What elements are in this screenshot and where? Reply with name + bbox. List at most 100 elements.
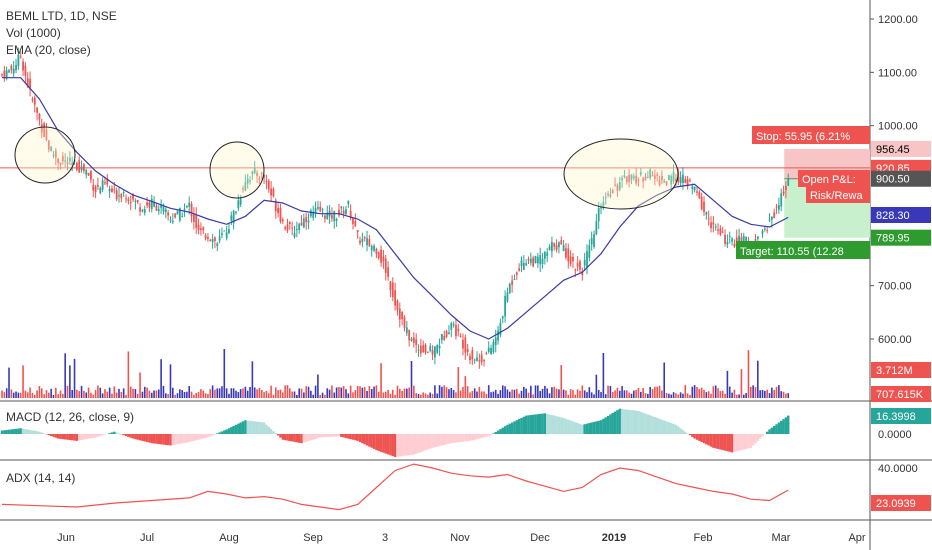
candle-body — [207, 236, 209, 239]
volume-bar — [324, 394, 326, 398]
macd-bar — [26, 429, 29, 434]
macd-bar — [440, 434, 444, 446]
macd-bar — [667, 422, 671, 434]
candle-body — [167, 212, 170, 216]
candle-body — [567, 248, 570, 262]
price-tick-label: 700.00 — [878, 281, 912, 293]
candle-body — [19, 56, 22, 58]
adx-value-tag-bg — [871, 495, 931, 511]
macd-bar — [267, 426, 270, 434]
time-tick-label: Aug — [219, 532, 239, 544]
volume-bar — [253, 387, 256, 398]
price-tick-label: 1000.00 — [878, 121, 918, 133]
macd-bar — [328, 434, 331, 437]
adx-indicator-label[interactable]: ADX (14, 14) — [6, 471, 76, 485]
candle-body — [717, 229, 719, 231]
volume-bar — [368, 386, 371, 398]
macd-bar — [297, 434, 301, 443]
candle-body — [459, 335, 462, 337]
volume-bar — [78, 391, 81, 398]
macd-bar — [225, 429, 228, 434]
candle-body — [558, 242, 560, 248]
volume-bar — [771, 387, 773, 398]
macd-bar — [576, 423, 579, 434]
candle-body — [361, 238, 364, 243]
candle-body — [228, 229, 230, 234]
candle-body — [501, 316, 504, 319]
macd-bar — [78, 434, 81, 441]
macd-bar — [375, 434, 378, 451]
macd-bar — [539, 413, 542, 434]
volume-ma-tag: 707.615K — [876, 389, 924, 401]
volume-indicator-label[interactable]: Vol (1000) — [6, 26, 61, 40]
candle-body — [710, 222, 712, 229]
macd-bar — [283, 434, 287, 441]
time-tick-label: Nov — [450, 532, 470, 544]
macd-bar — [527, 415, 530, 434]
volume-bar — [644, 393, 647, 398]
macd-bar — [272, 431, 275, 434]
macd-bar — [405, 434, 409, 456]
volume-bar — [401, 390, 403, 398]
candle-body — [244, 182, 247, 191]
macd-bar — [349, 434, 352, 440]
candle-body — [256, 172, 258, 177]
volume-bar — [731, 392, 733, 398]
candle-body — [607, 193, 609, 196]
candle-body — [1, 74, 3, 76]
volume-bar — [359, 386, 361, 398]
open-pnl-label-bg — [798, 170, 870, 187]
candle-body — [515, 272, 518, 275]
macd-bar — [452, 434, 455, 443]
macd-bar — [726, 434, 729, 452]
volume-bar — [282, 392, 284, 398]
volume-bar — [558, 389, 560, 398]
macd-bar — [265, 424, 268, 434]
macd-bar — [61, 434, 65, 440]
macd-bar — [517, 419, 521, 434]
candle-body — [782, 191, 785, 194]
candle-body — [52, 154, 55, 156]
volume-bar — [478, 386, 481, 398]
candle-body — [532, 257, 535, 267]
macd-bar — [447, 434, 451, 444]
macd-bar — [42, 433, 46, 434]
macd-bar — [279, 434, 282, 438]
symbol-title[interactable]: BEML LTD, 1D, NSE — [6, 9, 117, 23]
volume-bar — [33, 394, 36, 398]
macd-bar — [10, 429, 13, 434]
volume-bar — [618, 390, 621, 398]
macd-bar — [136, 434, 139, 440]
time-tick-label: Dec — [530, 532, 550, 544]
volume-bar — [389, 393, 392, 398]
candle-body — [237, 200, 240, 209]
candle-body — [396, 300, 399, 310]
volume-bar — [396, 385, 399, 398]
candle-body — [684, 179, 687, 183]
volume-bar — [99, 387, 102, 398]
macd-bar — [330, 434, 334, 437]
candle-body — [586, 251, 588, 268]
macd-bar — [73, 434, 76, 441]
volume-bar — [115, 392, 118, 398]
candle-body — [298, 223, 301, 230]
volume-bar — [506, 389, 509, 398]
candle-body — [190, 203, 193, 217]
macd-bar — [487, 434, 490, 437]
volume-bar — [83, 390, 85, 398]
macd-indicator-label[interactable]: MACD (12, 26, close, 9) — [6, 410, 135, 424]
volume-bar — [293, 391, 296, 398]
volume-bar — [15, 391, 17, 398]
macd-bar — [634, 410, 638, 434]
candle-body — [452, 324, 455, 326]
volume-bar — [186, 391, 188, 398]
macd-bar — [314, 434, 317, 439]
volume-bar — [501, 385, 504, 398]
macd-bar — [386, 434, 390, 455]
volume-bar — [420, 394, 422, 398]
volume-bar — [354, 390, 357, 398]
volume-bar — [291, 391, 293, 398]
candle-body — [590, 238, 593, 245]
ema-indicator-label[interactable]: EMA (20, close) — [6, 43, 91, 57]
